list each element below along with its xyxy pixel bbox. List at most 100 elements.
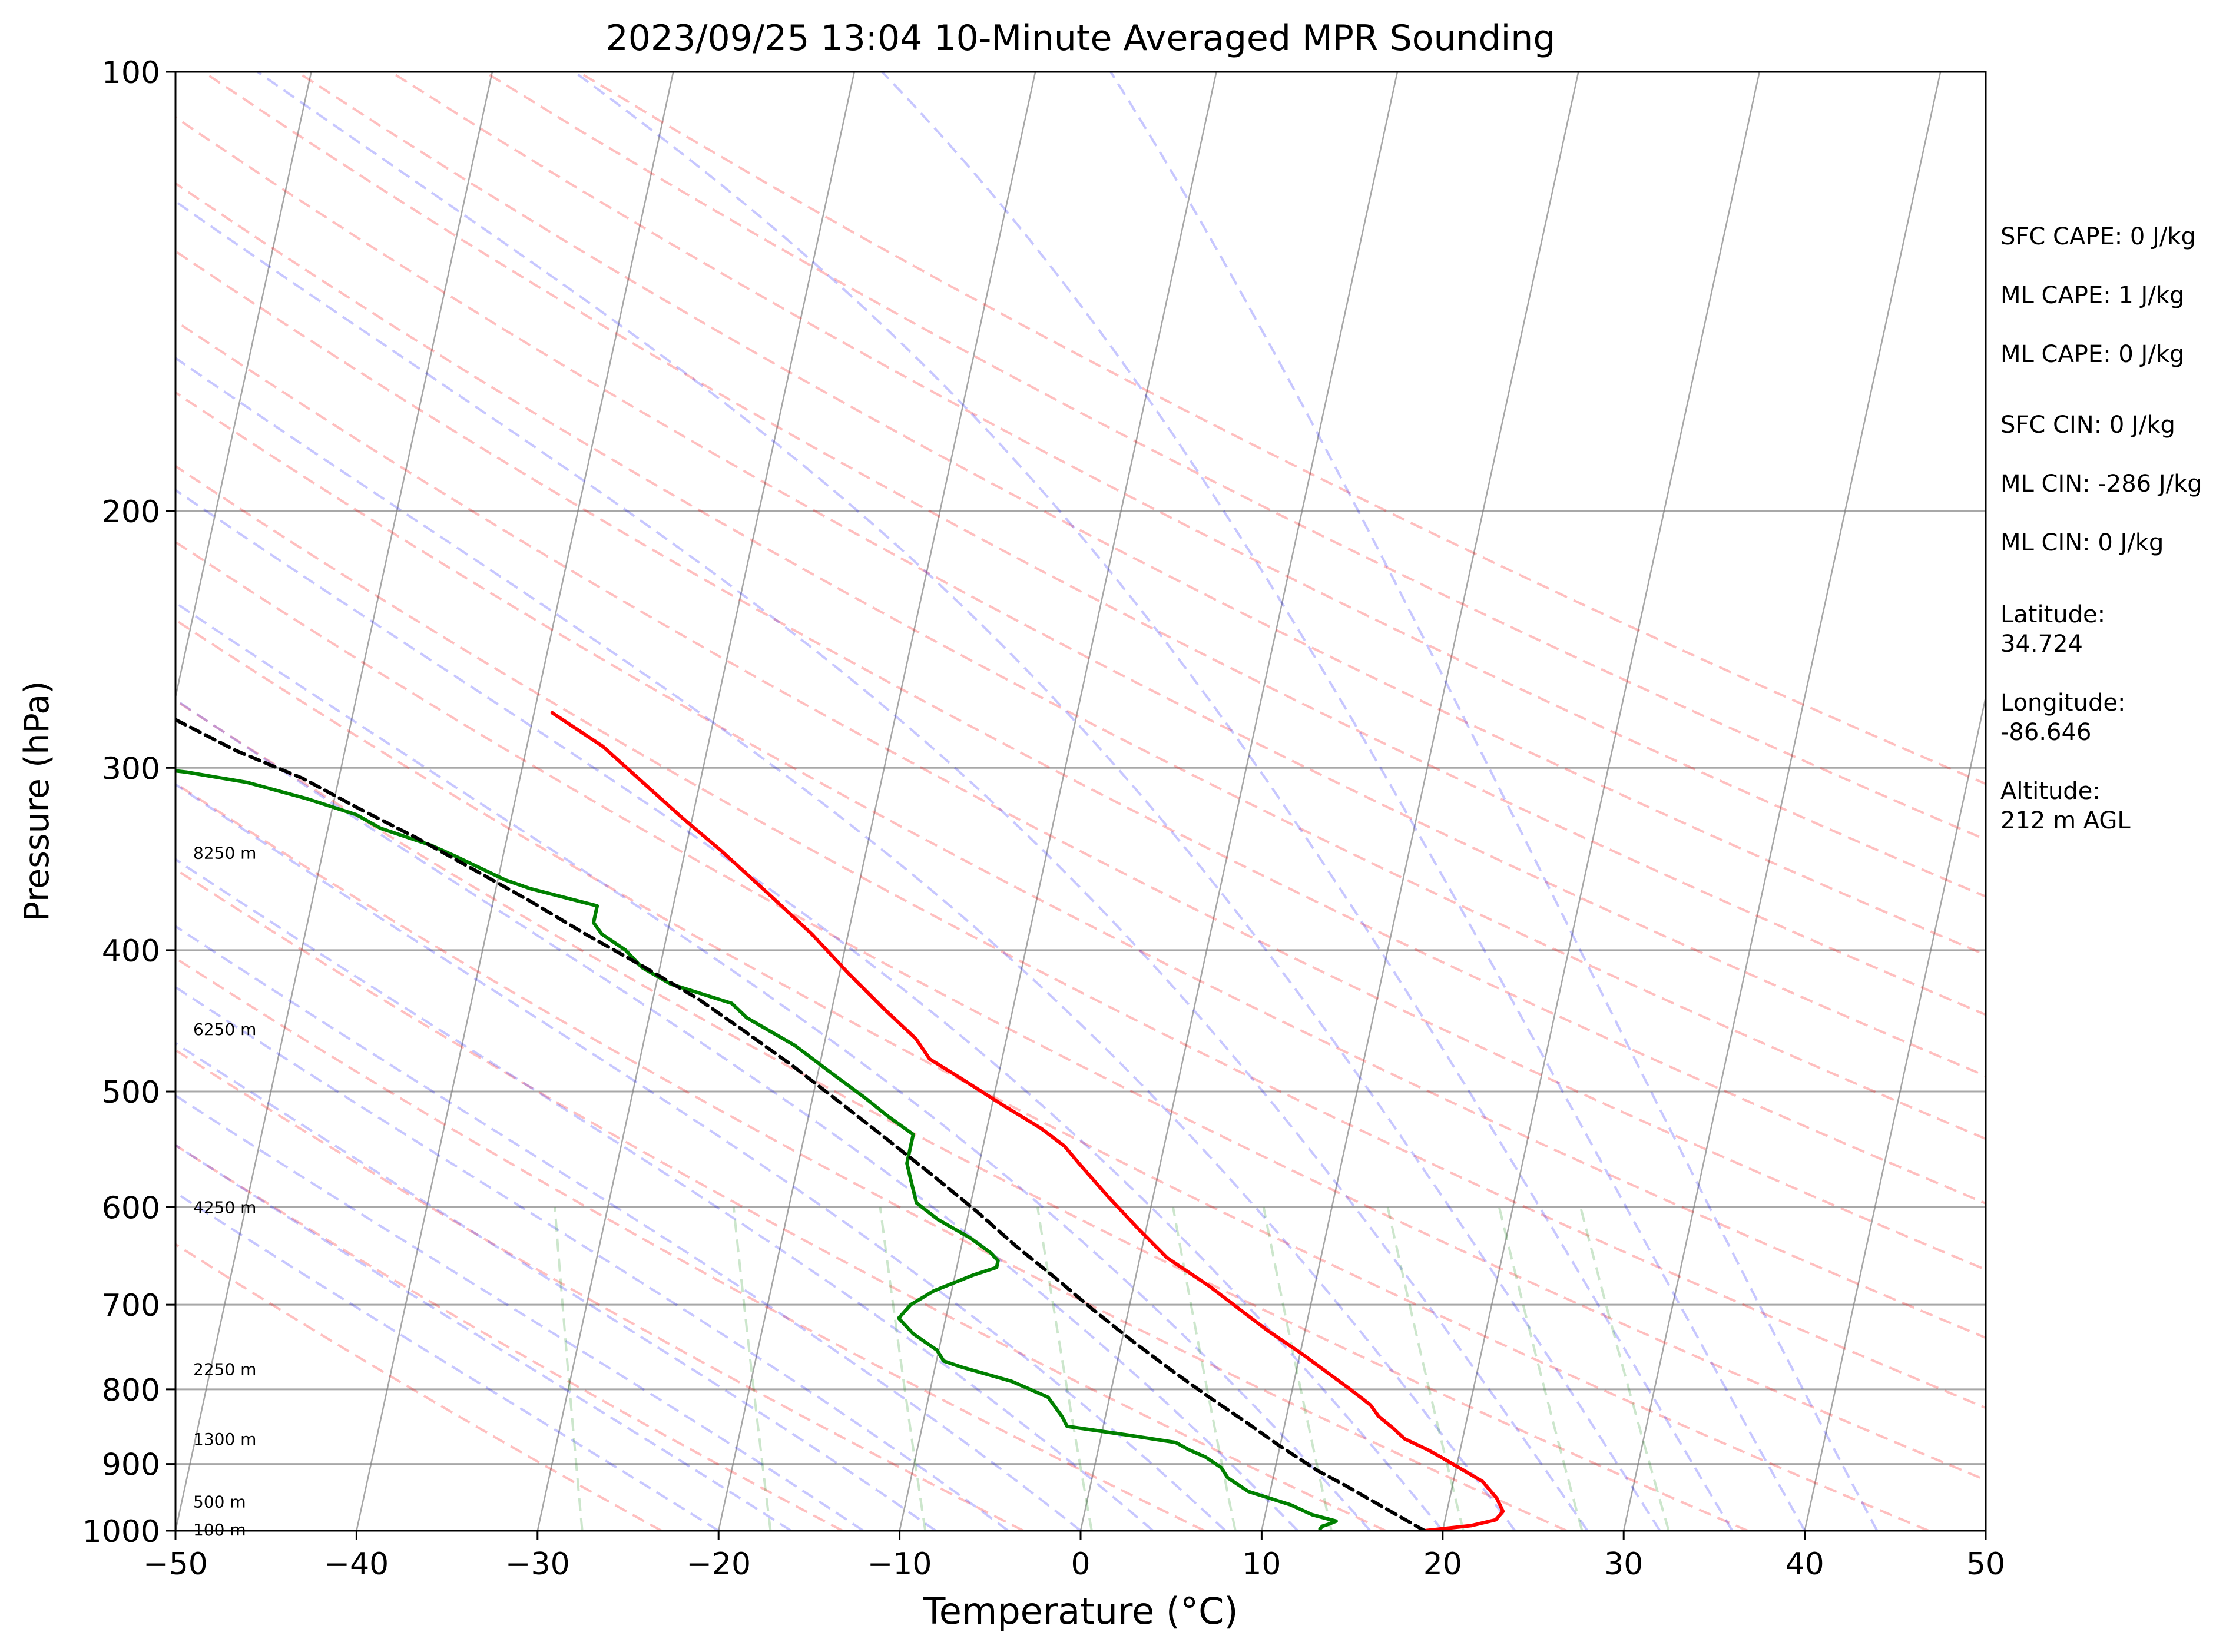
dry-adiabat-line — [203, 72, 1986, 1016]
moist-adiabat-line — [175, 601, 1372, 1531]
moist-adiabat-line — [257, 72, 1661, 1531]
dry-adiabat-line — [175, 782, 1568, 1531]
y-axis-label: Pressure (hPa) — [18, 681, 57, 922]
y-tick-label: 200 — [102, 495, 160, 530]
x-tick-label: −30 — [505, 1547, 570, 1582]
moist-adiabat-line — [175, 858, 1154, 1531]
height-label: 6250 m — [193, 1020, 256, 1039]
dry-adiabat-line — [578, 72, 1986, 785]
height-label: 100 m — [193, 1520, 246, 1540]
isotherm-line — [175, 72, 312, 701]
mixing-ratio-line — [1498, 1206, 1584, 1531]
isotherm-line — [1804, 694, 1986, 1531]
dry-adiabat-line — [175, 465, 1986, 1409]
annotation-text: Altitude: 212 m AGL — [2000, 778, 2131, 834]
moist-adiabat-line — [175, 925, 1082, 1531]
x-tick-label: 20 — [1423, 1547, 1462, 1582]
mixing-ratio-line — [879, 1207, 927, 1531]
moist-adiabat-line — [881, 72, 1806, 1531]
annotation-text: Longitude: -86.646 — [2000, 689, 2125, 746]
height-label: 8250 m — [193, 843, 256, 863]
height-label: 2250 m — [193, 1360, 256, 1379]
dry-adiabat-line — [175, 1049, 1025, 1531]
x-axis: −50 −40 −30 −20 −10 0 10 20 30 40 50 — [143, 1531, 2005, 1582]
isotherm-line — [356, 72, 674, 1531]
mixing-ratio-line — [1386, 1206, 1465, 1531]
annotation-text: SFC CAPE: 0 J/kg — [2000, 223, 2196, 250]
dry-adiabat-line — [175, 868, 1386, 1531]
y-tick-label: 600 — [102, 1190, 160, 1226]
y-axis: 100 200 300 400 500 600 700 800 900 1000 — [82, 55, 175, 1550]
mixing-ratio-line — [554, 1207, 584, 1531]
dry-adiabat-line — [175, 250, 1986, 1205]
temperature-line — [550, 711, 1505, 1531]
isotherm-line — [1261, 72, 1579, 1531]
isotherm-line — [899, 72, 1217, 1531]
moist-adiabat-line — [175, 1041, 937, 1531]
isotherm-line — [1622, 72, 1942, 1531]
y-tick-label: 100 — [102, 55, 160, 91]
dry-adiabat-line — [175, 618, 1929, 1531]
x-tick-label: 0 — [1071, 1547, 1090, 1582]
dry-adiabat-line — [175, 540, 1986, 1482]
annotation-text: ML CIN: -286 J/kg — [2000, 470, 2202, 497]
mixing-ratio-line — [1579, 1206, 1670, 1531]
background-lines — [175, 72, 1986, 1531]
y-tick-label: 300 — [102, 751, 160, 787]
annotation-text: ML CAPE: 1 J/kg — [2000, 282, 2184, 309]
annotation-text: SFC CIN: 0 J/kg — [2000, 412, 2175, 439]
isotherm-line — [536, 72, 855, 1531]
moist-adiabat-line — [175, 698, 1299, 1531]
dry-adiabat-line — [483, 72, 1986, 841]
dry-adiabat-line — [175, 391, 1986, 1339]
isobar-grid — [175, 510, 1986, 1465]
sounding-annotations: SFC CAPE: 0 J/kg ML CAPE: 1 J/kg ML CAPE: … — [2000, 223, 2202, 834]
mixing-ratio-line — [732, 1207, 772, 1531]
annotation-text: ML CAPE: 0 J/kg — [2000, 341, 2184, 368]
x-tick-label: 50 — [1966, 1547, 2005, 1582]
height-labels: 100 m 500 m 1300 m 2250 m 4250 m 6250 m 8250 m — [193, 843, 256, 1539]
y-tick-label: 900 — [102, 1448, 160, 1483]
dewpoint-line — [175, 769, 1338, 1531]
height-label: 4250 m — [193, 1197, 256, 1217]
dry-adiabat-line — [296, 72, 1986, 957]
x-tick-label: −50 — [143, 1547, 208, 1582]
y-tick-label: 800 — [102, 1373, 160, 1408]
moist-adiabat-line — [574, 72, 1734, 1531]
isotherm-line — [1442, 72, 1760, 1531]
x-tick-label: −40 — [324, 1547, 389, 1582]
height-label: 500 m — [193, 1492, 246, 1511]
isotherm-line — [175, 72, 493, 1531]
y-tick-label: 400 — [102, 934, 160, 969]
mixing-ratio-line — [1172, 1206, 1237, 1531]
x-tick-label: −20 — [686, 1547, 751, 1582]
parcel-line — [175, 717, 1427, 1531]
dry-adiabat-line — [175, 319, 1986, 1271]
mixing-ratio-line — [1262, 1206, 1333, 1531]
dry-adiabat-line — [175, 115, 1986, 1077]
moist-adiabat-line — [1109, 72, 1879, 1531]
isotherm-line — [1079, 72, 1399, 1531]
x-tick-label: 30 — [1604, 1547, 1643, 1582]
moist-adiabat-line — [175, 1094, 864, 1531]
y-tick-label: 500 — [102, 1075, 160, 1110]
chart-title: 2023/09/25 13:04 10-Minute Averaged MPR … — [606, 18, 1556, 59]
x-tick-label: −10 — [867, 1547, 932, 1582]
sounding-series — [175, 711, 1505, 1531]
x-axis-label: Temperature (°C) — [922, 1590, 1238, 1633]
dry-adiabat-line — [175, 1243, 662, 1531]
moist-adiabat-line — [175, 200, 1589, 1531]
moist-adiabat-line — [175, 356, 1516, 1531]
annotation-text: ML CIN: 0 J/kg — [2000, 529, 2164, 556]
x-tick-label: 40 — [1786, 1547, 1824, 1582]
annotation-text: Latitude: 34.724 — [2000, 601, 2105, 658]
dry-adiabat-line — [175, 956, 1205, 1531]
moist-adiabat-line — [175, 986, 1009, 1531]
height-label: 1300 m — [193, 1429, 256, 1449]
y-tick-label: 700 — [102, 1288, 160, 1323]
y-tick-label: 1000 — [82, 1514, 160, 1550]
isotherm-line — [717, 72, 1036, 1531]
x-tick-label: 10 — [1242, 1547, 1281, 1582]
